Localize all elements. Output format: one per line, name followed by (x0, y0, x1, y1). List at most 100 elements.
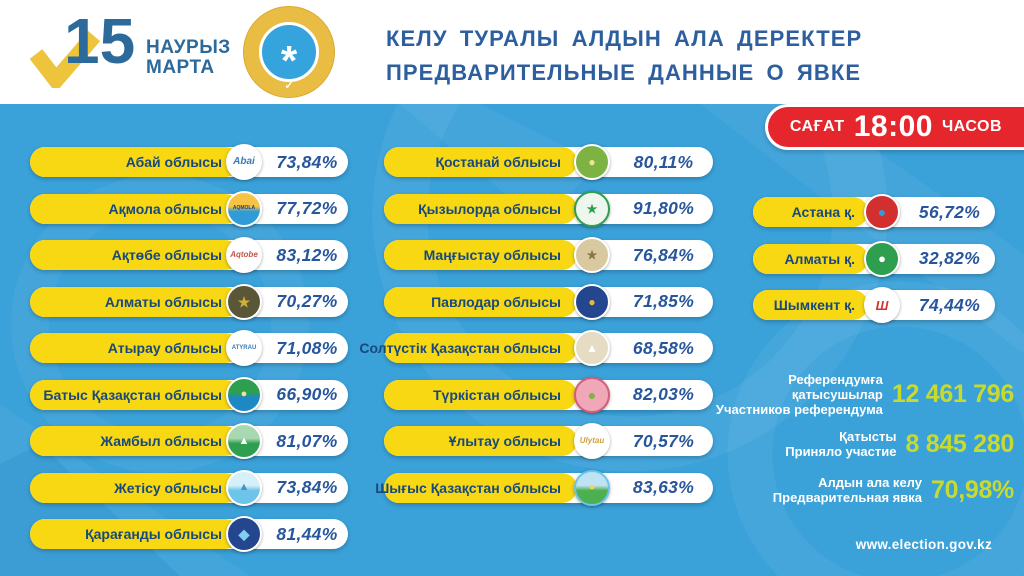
website-link[interactable]: www.election.gov.kz (855, 537, 992, 552)
region-column-middle: Қостанай облысы ● 80,11% Қызылорда облыс… (359, 144, 713, 506)
aqmola-region-emblem-icon: AQMOLA (226, 190, 262, 227)
region-label: Шымкент қ. (773, 297, 855, 313)
region-label: Ұлытау облысы (448, 433, 561, 449)
region-name-pill: Шығыс Қазақстан облысы (375, 472, 577, 503)
time-badge: САҒАТ 18:00 ЧАСОВ (764, 104, 1024, 150)
region-row: Солтүстік Қазақстан облысы ▲ 68,58% (359, 330, 713, 366)
region-label: Ақтөбе облысы (111, 247, 222, 263)
region-percent: 83,12% (276, 244, 338, 265)
checkmark-icon (30, 30, 100, 88)
region-percent: 82,03% (632, 384, 695, 404)
region-label: Қостанай облысы (435, 154, 561, 170)
emblem-center: * (259, 22, 319, 84)
aqtobe-region-emblem-icon: Aqtobe (226, 237, 262, 273)
region-percent: 70,57% (632, 430, 695, 451)
region-label: Ақмола облысы (108, 200, 222, 217)
logo-month-kk: НАУРЫЗ (146, 37, 231, 58)
region-percent: 81,07% (276, 430, 338, 451)
region-percent: 66,90% (276, 384, 338, 404)
region-percent: 81,44% (276, 523, 338, 544)
header: 15 НАУРЫЗ МАРТА * ✓ КЕЛУ ТУРАЛЫ АЛДЫН АЛ… (0, 0, 1024, 104)
region-percent: 73,84% (276, 477, 338, 497)
region-name-pill: Павлодар облысы (384, 286, 577, 317)
region-percent: 83,63% (632, 477, 695, 497)
region-row: Павлодар облысы ● 71,85% (384, 283, 713, 320)
region-name-pill: Қызылорда облысы (384, 193, 577, 224)
region-label: Қарағанды облысы (85, 526, 222, 542)
region-label: Абай облысы (125, 154, 222, 170)
stat-row: Алдын ала келу Предварительная явка 70,9… (702, 475, 1015, 505)
stat-label-ru: Предварительная явка (772, 490, 922, 505)
mangystau-region-emblem-icon: ★ (574, 237, 610, 273)
region-label: Жамбыл облысы (100, 433, 222, 449)
region-row: Шығыс Қазақстан облысы ● 83,63% (375, 469, 713, 506)
region-name-pill: Солтүстік Қазақстан облысы (359, 333, 577, 363)
region-percent: 73,84% (276, 151, 338, 172)
region-name-pill: Атырау облысы (30, 333, 240, 363)
march-15-logo: 15 НАУРЫЗ МАРТА (30, 5, 250, 94)
region-percent: 77,72% (276, 198, 338, 218)
region-row: Маңғыстау облысы ★ 76,84% (384, 237, 713, 273)
stat-label-kk: Қатысты (839, 429, 897, 444)
region-name-pill: Алматы облысы (30, 286, 240, 317)
region-percent: 80,11% (633, 151, 694, 172)
region-column-left: Абай облысы Abai 73,84% Ақмола облысы AQ… (30, 144, 348, 552)
region-label: Алматы облысы (104, 293, 222, 310)
region-name-pill: Астана қ. (753, 197, 868, 227)
region-row: Ақмола облысы AQMOLA 77,72% (30, 190, 348, 227)
zhambyl-region-emblem-icon: ▲ (226, 423, 262, 459)
region-percent: 71,85% (632, 291, 695, 311)
zhetisu-region-emblem-icon: ▲ (226, 469, 262, 506)
stat-value: 12 461 796 (891, 380, 1014, 408)
logo-day: 15 (64, 5, 136, 77)
time-badge-suffix: ЧАСОВ (941, 118, 1002, 135)
title-line-kk: КЕЛУ ТУРАЛЫ АЛДЫН АЛА ДЕРЕКТЕР (386, 26, 863, 51)
region-name-pill: Түркістан облысы (384, 379, 577, 410)
region-row: Жамбыл облысы ▲ 81,07% (30, 423, 348, 459)
region-name-pill: Шымкент қ. (753, 290, 868, 320)
region-percent: 91,80% (632, 198, 695, 218)
region-row: Шымкент қ. Ш 74,44% (753, 287, 995, 323)
city-column: Астана қ. ● 56,72% Алматы қ. ● 32,82% Шы… (753, 194, 995, 323)
region-label: Маңғыстау облысы (423, 247, 561, 263)
stat-label-ru: Участников референдума (715, 402, 883, 417)
almaty-region-emblem-icon: ★ (226, 283, 262, 320)
region-name-pill: Ұлытау облысы (384, 426, 577, 456)
region-label: Солтүстік Қазақстан облысы (359, 340, 561, 356)
karaganda-region-emblem-icon: ◆ (226, 516, 262, 552)
region-name-pill: Жетісу облысы (30, 472, 240, 503)
region-percent: 56,72% (918, 201, 981, 222)
shymkent-city-emblem-icon: Ш (864, 287, 900, 323)
ulytau-region-emblem-icon: Ulytau (574, 423, 610, 459)
region-label: Жетісу облысы (114, 479, 222, 496)
kostanay-region-emblem-icon: ● (574, 144, 610, 180)
region-name-pill: Абай облысы (30, 147, 240, 177)
region-name-pill: Алматы қ. (753, 243, 868, 274)
region-label: Астана қ. (791, 204, 855, 220)
time-badge-prefix: САҒАТ (789, 118, 845, 135)
region-name-pill: Ақмола облысы (30, 193, 240, 224)
region-percent: 70,27% (276, 291, 338, 311)
astana-city-emblem-icon: ● (864, 194, 900, 230)
region-row: Астана қ. ● 56,72% (753, 194, 995, 230)
region-percent: 32,82% (918, 248, 981, 268)
region-row: Қостанай облысы ● 80,11% (384, 144, 713, 180)
region-row: Атырау облысы ATYRAU 71,08% (30, 330, 348, 366)
stat-label-kk: Алдын ала келу (818, 475, 922, 490)
region-row: Батыс Қазақстан облысы ● 66,90% (30, 376, 348, 413)
page-title: КЕЛУ ТУРАЛЫ АЛДЫН АЛА ДЕРЕКТЕР ПРЕДВАРИТ… (386, 22, 862, 90)
stat-value: 8 845 280 (905, 429, 1014, 458)
north-kazakhstan-region-emblem-icon: ▲ (574, 330, 610, 366)
pavlodar-region-emblem-icon: ● (574, 283, 610, 320)
region-row: Жетісу облысы ▲ 73,84% (30, 469, 348, 506)
region-name-pill: Қостанай облысы (384, 147, 577, 177)
region-label: Алматы қ. (784, 250, 855, 267)
time-badge-time: 18:00 (853, 110, 933, 143)
region-label: Қызылорда облысы (418, 200, 561, 217)
atyrau-region-emblem-icon: ATYRAU (226, 330, 262, 366)
stat-value: 70,98% (931, 475, 1014, 504)
region-percent: 74,44% (918, 294, 981, 315)
region-row: Алматы облысы ★ 70,27% (30, 283, 348, 320)
region-row: Ақтөбе облысы Aqtobe 83,12% (30, 237, 348, 273)
